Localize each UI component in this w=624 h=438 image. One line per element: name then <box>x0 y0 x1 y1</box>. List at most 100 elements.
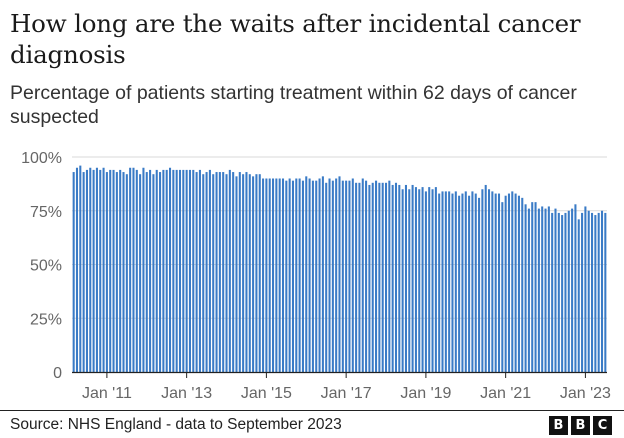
bar <box>604 212 607 372</box>
bar <box>115 172 118 372</box>
bar <box>567 210 570 372</box>
bar <box>557 212 560 372</box>
footer-divider <box>0 410 624 411</box>
bar <box>129 167 132 372</box>
bar <box>341 180 344 372</box>
bar <box>564 212 567 372</box>
bar <box>504 195 507 372</box>
bar <box>524 204 527 372</box>
bar <box>291 180 295 372</box>
bar <box>554 208 557 372</box>
bar <box>218 172 221 372</box>
bar <box>434 187 437 372</box>
bar <box>178 169 182 372</box>
bar <box>215 172 218 372</box>
bar <box>428 187 431 372</box>
bar <box>272 178 275 372</box>
bar <box>172 169 175 372</box>
x-axis-labels: Jan '11 Jan '13 Jan '15 Jan '17 Jan '19 Jan '… <box>82 385 611 402</box>
bar <box>182 169 185 372</box>
bar <box>378 182 381 372</box>
bar <box>368 184 371 372</box>
y-tick-label: 50% <box>30 258 62 275</box>
bar <box>424 191 427 372</box>
bar <box>464 191 467 372</box>
bar <box>162 169 165 372</box>
bar <box>135 169 138 372</box>
bar <box>275 178 278 372</box>
bar <box>551 212 554 372</box>
y-axis-labels: 0 25% 50% 75% 100% <box>21 150 62 382</box>
bar <box>198 169 201 372</box>
x-tick-label: Jan '15 <box>241 385 292 402</box>
bar <box>401 189 404 372</box>
bar <box>202 174 205 372</box>
bar <box>328 178 331 372</box>
bar <box>165 169 168 372</box>
bar <box>544 208 547 372</box>
bar <box>471 191 474 372</box>
bar <box>298 178 301 372</box>
x-tick-label: Jan '19 <box>400 385 451 402</box>
bar <box>355 182 358 372</box>
bar <box>149 169 152 372</box>
bar <box>561 215 564 372</box>
bar <box>474 193 477 372</box>
x-axis <box>72 371 607 378</box>
bar <box>155 169 158 372</box>
bar <box>594 215 597 372</box>
bar <box>537 208 540 372</box>
bar <box>318 178 321 372</box>
bar <box>331 180 334 372</box>
bar <box>584 206 587 372</box>
bar <box>245 172 248 372</box>
bar <box>481 189 484 372</box>
bar <box>308 178 311 372</box>
logo-letter: B <box>571 416 590 435</box>
bar <box>152 174 155 372</box>
bar <box>222 172 225 372</box>
bar <box>571 208 574 372</box>
bar <box>102 167 105 372</box>
bar <box>534 202 537 372</box>
bar <box>278 178 281 372</box>
bar <box>99 169 102 372</box>
bar <box>335 178 338 372</box>
bar <box>159 172 162 372</box>
bar <box>448 191 451 372</box>
bar <box>311 180 314 372</box>
bar <box>235 176 238 372</box>
bar <box>418 189 421 372</box>
bar <box>521 197 524 372</box>
bar <box>371 182 374 372</box>
bar <box>591 212 594 372</box>
bar <box>404 184 407 372</box>
bar <box>365 180 368 372</box>
bar <box>132 167 135 372</box>
bar <box>511 191 514 372</box>
logo-letter: B <box>549 416 568 435</box>
bar <box>79 165 82 372</box>
bar <box>507 193 511 372</box>
bar-series <box>72 165 607 372</box>
bar <box>421 187 424 372</box>
bar <box>252 176 255 372</box>
bar <box>458 195 461 372</box>
bar <box>175 169 178 372</box>
bar <box>321 176 324 372</box>
y-tick-label: 75% <box>30 204 62 221</box>
bar <box>325 182 328 372</box>
bar <box>484 184 487 372</box>
bar <box>255 174 258 372</box>
x-tick-label: Jan '11 <box>82 385 132 402</box>
bar <box>95 167 98 372</box>
bar <box>600 210 604 372</box>
bar <box>268 178 271 372</box>
bar <box>285 180 288 372</box>
bar <box>517 195 520 372</box>
bar <box>497 193 501 372</box>
bar <box>431 189 434 372</box>
bar <box>398 184 401 372</box>
bar <box>461 193 464 372</box>
bar-chart: 025%50%75%100% Jan '11 Jan '13 Jan '15 Jan … <box>21 150 611 402</box>
